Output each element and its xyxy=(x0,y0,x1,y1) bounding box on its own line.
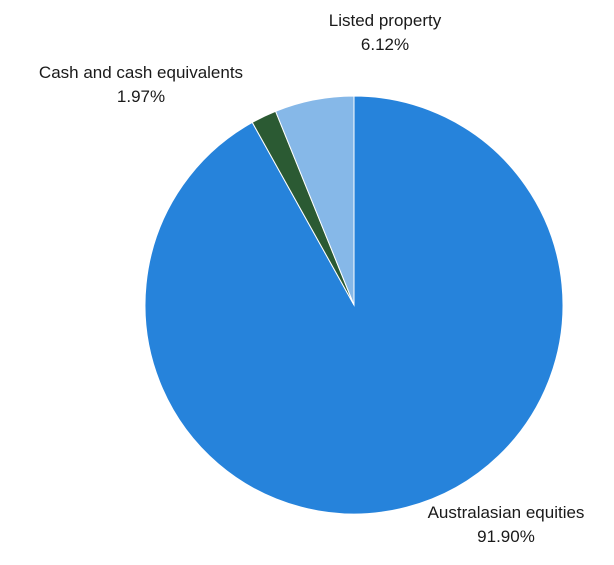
pie-labels: Australasian equities 91.90% Cash and cash… xyxy=(39,11,585,546)
slice-label-value: 6.12% xyxy=(361,35,409,54)
slice-label-value: 1.97% xyxy=(117,87,165,106)
slice-label-name: Australasian equities xyxy=(428,503,585,522)
slice-label-name: Listed property xyxy=(329,11,442,30)
slice-label-name: Cash and cash equivalents xyxy=(39,63,243,82)
slice-label-value: 91.90% xyxy=(477,527,535,546)
pie-slice-listed-property xyxy=(274,95,355,306)
pie-slices xyxy=(144,95,564,515)
